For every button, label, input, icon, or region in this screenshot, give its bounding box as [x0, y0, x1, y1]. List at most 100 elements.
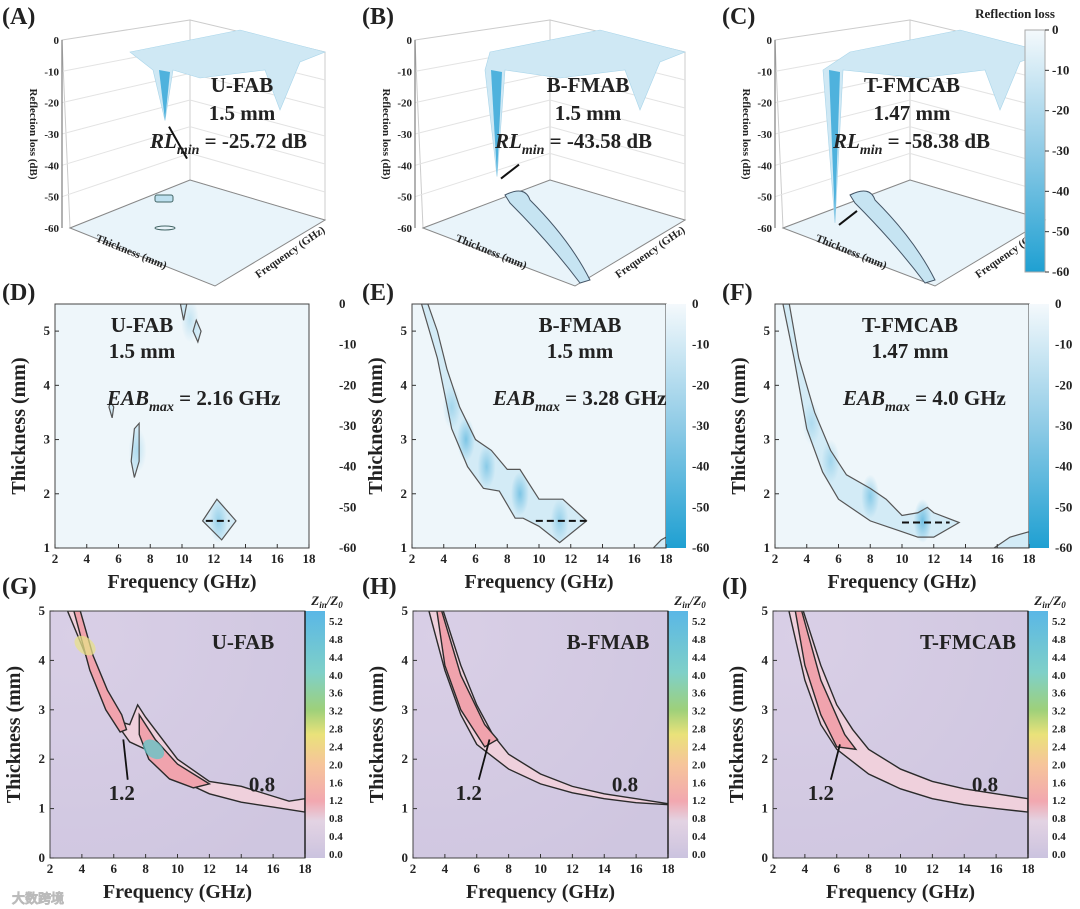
y-tick-label: 5 [401, 323, 408, 338]
x-tick-label: 18 [303, 551, 317, 566]
colorbar-tick-label: -40 [692, 459, 709, 474]
annotation-subscript: min [860, 143, 883, 158]
gridline [909, 72, 1046, 109]
colorbar-tick-label: -60 [692, 540, 709, 555]
z-tick-label: -60 [44, 223, 59, 235]
cb-sub2: 0 [701, 600, 706, 610]
y-tick-label: 0 [39, 850, 46, 865]
colorbar-tick-label: 3.6 [329, 688, 343, 700]
x-tick-label: 14 [959, 551, 973, 566]
colorbar-tick-label: 2.0 [692, 759, 706, 771]
z-tick-label: -50 [44, 192, 59, 204]
x-tick-label: 4 [84, 551, 91, 566]
annotation-symbol: RL [494, 129, 522, 153]
panel-b: (B) 0 -10 -20 -30 -40 -50 -60 Reflection loss (d… [362, 4, 688, 287]
y-tick-label: 4 [764, 377, 771, 392]
y-tick-label: 5 [764, 323, 771, 338]
z-tick-label: 0 [407, 35, 413, 47]
colorbar-tick-label: 0 [339, 296, 346, 311]
x-tick-label: 14 [239, 551, 253, 566]
annotation-subscript: min [177, 143, 200, 158]
colorbar-tick-label: 3.2 [329, 706, 343, 718]
colorbar-tick-label: -10 [1055, 337, 1072, 352]
annotation-value: = -58.38 dB [882, 129, 990, 153]
x-tick-label: 8 [865, 861, 872, 876]
rl-minimum-peak [491, 70, 502, 177]
colorbar [1029, 304, 1049, 548]
cb-z: Z [310, 593, 319, 608]
colorbar-tick-label: 0 [1052, 22, 1059, 37]
contour-label-arrow [829, 744, 841, 781]
x-tick-label: 10 [534, 861, 547, 876]
z-tick-label: -30 [757, 129, 772, 141]
rl-hotspot [913, 498, 932, 543]
y-axis-label: Thickness (mm) [366, 666, 388, 803]
annotation-symbol: EAB [106, 386, 149, 410]
x-tick-label: 8 [505, 861, 512, 876]
x-tick-label: 8 [142, 861, 149, 876]
annotation-symbol: RL [832, 129, 860, 153]
eab-max-annotation: EABmax = 2.16 GHz [106, 386, 280, 415]
gridline [909, 99, 1046, 137]
cb-sub: in [319, 600, 327, 610]
y-tick-label: 3 [44, 432, 51, 447]
x-tick-label: 16 [628, 551, 642, 566]
rl-10db-contour [130, 421, 140, 478]
colorbar-tick-label: -30 [692, 418, 709, 433]
sample-name: B-FMAB [547, 73, 630, 97]
gridline [414, 152, 551, 198]
colorbar-tick-label: -60 [1055, 540, 1072, 555]
cb-sep: /Z [689, 593, 702, 608]
x-tick-label: 18 [662, 861, 676, 876]
z-tick-label: -20 [397, 98, 412, 110]
colorbar-tick-label: -40 [1052, 183, 1069, 198]
annotation-subscript: max [885, 400, 910, 415]
y-axis-label: Thickness (mm) [728, 357, 750, 494]
gridline [909, 152, 1046, 193]
z-tick-label: -60 [397, 223, 412, 235]
x-tick-label: 16 [271, 551, 285, 566]
rl-min-annotation: RLmin = -43.58 dB [494, 129, 652, 158]
plot-area [773, 611, 1028, 858]
panel-letter: (C) [722, 4, 755, 30]
colorbar-tick-label: 1.2 [329, 795, 343, 807]
x-tick-label: 6 [472, 551, 479, 566]
cb-sep: /Z [1049, 593, 1062, 608]
x-tick-label: 4 [442, 861, 449, 876]
y-tick-label: 1 [39, 801, 46, 816]
sample-name: T-FMCAB [862, 313, 958, 337]
colorbar-tick-label: 0.0 [1052, 849, 1066, 861]
impedance-contour-1.2 [436, 611, 499, 748]
panel-h: (H) 0.0 0.4 0.8 1.2 1.6 2.0 2.4 2.8 3.2 3.6 4.0 4.4 4… [362, 574, 706, 903]
floor-contour [849, 190, 936, 284]
z-tick-label: -40 [757, 160, 772, 172]
x-tick-label: 8 [147, 551, 154, 566]
x-tick-label: 14 [235, 861, 249, 876]
colorbar-tick-label: 0.8 [329, 813, 343, 825]
y-axis-label: Thickness (mm) [3, 666, 25, 803]
x-tick-label: 6 [111, 861, 118, 876]
colorbar-tick-label: 0.8 [1052, 813, 1066, 825]
colorbar-tick-label: -30 [339, 418, 356, 433]
impedance-hotspot [74, 635, 96, 656]
rl-hotspot [821, 439, 840, 484]
x-tick-label: 4 [802, 861, 809, 876]
annotation-subscript: max [535, 400, 560, 415]
rl-surface [129, 29, 326, 121]
cb-sub2: 0 [1061, 600, 1066, 610]
colorbar-tick-label: -20 [692, 377, 709, 392]
y-tick-label: 4 [402, 652, 409, 667]
eab-max-annotation: EABmax = 4.0 GHz [842, 386, 1006, 415]
x-tick-label: 4 [79, 861, 86, 876]
colorbar-tick-label: 5.2 [1052, 616, 1066, 628]
x-tick-label: 10 [176, 551, 189, 566]
gridline [909, 126, 1046, 165]
z-tick-label: -10 [757, 66, 772, 78]
gridline [189, 126, 326, 165]
sample-thickness: 1.5 mm [555, 101, 622, 125]
colorbar-tick-label: 2.8 [1052, 724, 1066, 736]
eab-max-annotation: EABmax = 3.28 GHz [492, 386, 666, 415]
y-tick-label: 1 [762, 801, 769, 816]
cb-z: Z [673, 593, 682, 608]
